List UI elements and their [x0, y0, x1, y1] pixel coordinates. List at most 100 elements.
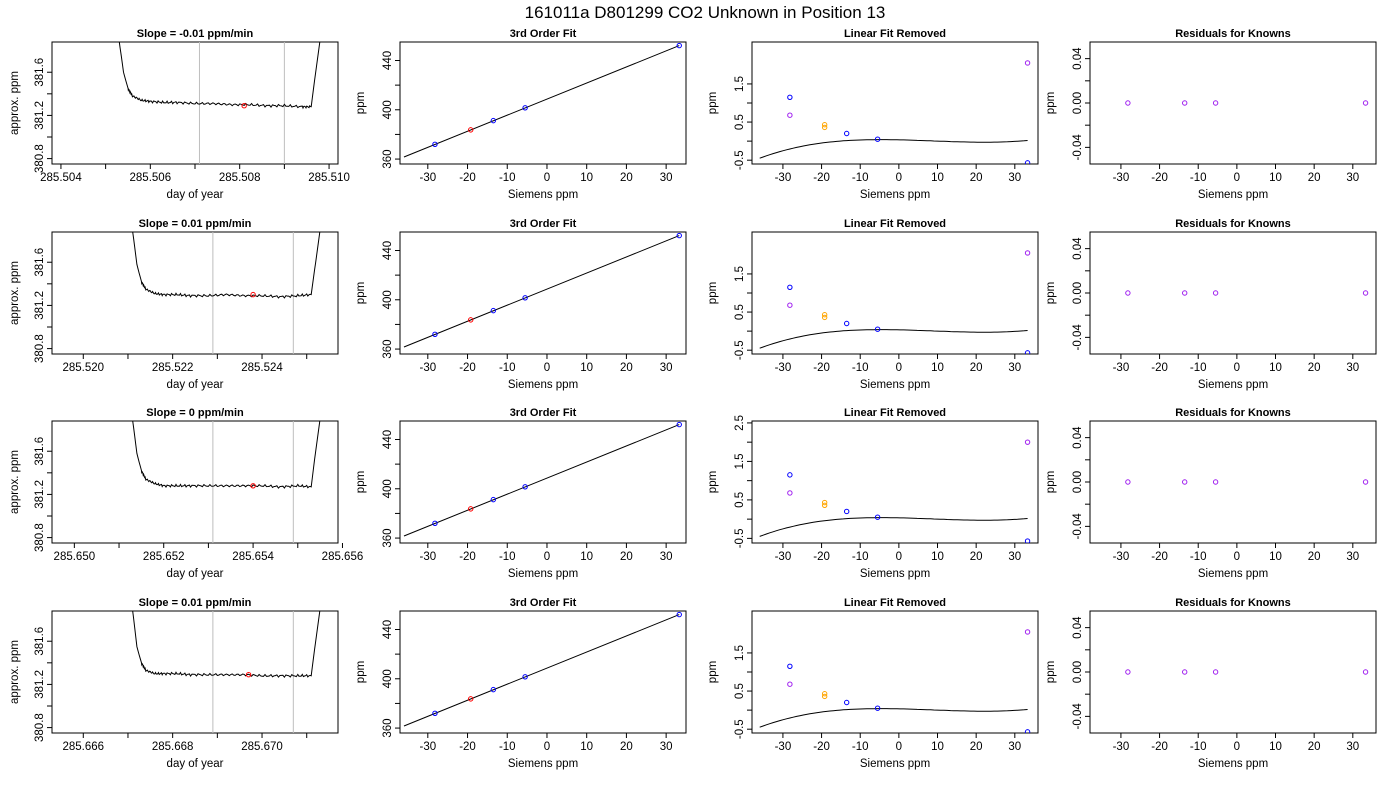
data-point [787, 472, 793, 478]
x-tick-label: -30 [419, 362, 436, 374]
y-tick-label: 1.5 [734, 645, 746, 661]
data-point [1212, 290, 1219, 296]
plot-area [403, 611, 682, 727]
plot-area [759, 629, 1031, 733]
data-point [432, 710, 438, 716]
x-tick-label: 0 [1234, 172, 1240, 184]
data-point [874, 514, 881, 520]
plot-frame [399, 420, 687, 544]
y-tick-label: 381.2 [34, 480, 46, 509]
data-point [250, 291, 256, 298]
x-tick-label: 10 [931, 172, 944, 184]
panel-title: 3rd Order Fit [510, 218, 577, 230]
data-point [821, 499, 828, 506]
y-tick-label: 440 [382, 430, 394, 449]
plot-frame [1089, 231, 1377, 355]
y-tick-label: -0.5 [734, 340, 746, 360]
data-point [1362, 290, 1369, 296]
x-tick-label: 285.654 [232, 551, 274, 563]
x-tick-label: 20 [1308, 172, 1321, 184]
x-tick-label: -30 [775, 551, 792, 563]
plot-frame [51, 420, 339, 544]
y-tick-label: 0.00 [1072, 282, 1084, 304]
x-axis-label: Siemens ppm [1198, 758, 1268, 770]
x-tick-label: 20 [1308, 362, 1321, 374]
x-tick-label: 0 [896, 362, 902, 374]
data-point [821, 314, 828, 321]
x-tick-label: 20 [620, 362, 633, 374]
data-point [250, 483, 256, 489]
x-tick-label: 30 [660, 172, 673, 184]
data-point [787, 302, 793, 308]
panel-title: Slope = 0 ppm/min [146, 407, 244, 419]
series-line [118, 42, 321, 110]
x-tick-label: -10 [852, 362, 869, 374]
chart-panel-r1c1: Slope = -0.01 ppm/min 285.504 285.506 285.5… [9, 28, 350, 201]
x-tick-label: 30 [660, 551, 673, 563]
y-axis-label: ppm [1045, 471, 1057, 493]
plot-frame [751, 610, 1039, 734]
panel-title: Slope = -0.01 ppm/min [137, 28, 254, 40]
data-point [676, 42, 682, 49]
panel-title: Residuals for Knowns [1175, 218, 1291, 230]
y-tick-label: 381.2 [34, 291, 46, 320]
data-point [843, 320, 850, 327]
x-tick-label: 10 [1269, 551, 1282, 563]
plot-area [118, 42, 321, 164]
x-axis-label: Siemens ppm [508, 379, 578, 391]
x-tick-label: -10 [1190, 362, 1207, 374]
x-tick-label: 20 [970, 172, 983, 184]
x-tick-label: 30 [1346, 172, 1359, 184]
x-tick-label: -30 [1113, 741, 1130, 753]
x-tick-label: -20 [459, 551, 476, 563]
x-tick-label: -30 [775, 741, 792, 753]
y-tick-label: 360 [382, 718, 394, 737]
y-tick-label: 380.8 [34, 523, 46, 552]
x-tick-label: -10 [499, 741, 516, 753]
y-axis-label: ppm [355, 282, 367, 304]
y-axis-label: ppm [1045, 92, 1057, 114]
data-point [468, 317, 474, 323]
x-tick-label: -10 [852, 172, 869, 184]
data-point [468, 696, 474, 702]
x-tick-label: 10 [580, 172, 593, 184]
x-tick-label: 285.670 [241, 741, 283, 753]
x-tick-label: 285.666 [62, 741, 104, 753]
plot-frame [751, 231, 1039, 355]
x-tick-label: 20 [970, 741, 983, 753]
y-tick-label: 0.5 [734, 114, 746, 130]
y-tick-label: 2.5 [734, 415, 746, 431]
x-tick-label: 0 [544, 362, 550, 374]
x-tick-label: -20 [459, 362, 476, 374]
data-point [490, 117, 497, 124]
x-axis-label: Siemens ppm [508, 189, 578, 201]
data-point [1125, 479, 1131, 485]
plot-frame [51, 610, 339, 734]
fit-curve [759, 708, 1028, 728]
panel-title: Residuals for Knowns [1175, 597, 1291, 609]
x-tick-label: -30 [775, 172, 792, 184]
x-tick-label: 0 [896, 551, 902, 563]
data-point [1212, 100, 1219, 106]
x-tick-label: 30 [1008, 551, 1021, 563]
chart-panel-r4c4: Residuals for Knowns -30 -20 -10 0 10 20 30 -0.0… [1045, 597, 1377, 770]
y-tick-label: 381.2 [34, 670, 46, 699]
x-tick-label: -30 [1113, 362, 1130, 374]
x-tick-label: 285.520 [62, 362, 104, 374]
x-tick-label: -30 [419, 741, 436, 753]
x-tick-label: 0 [544, 172, 550, 184]
fit-line [403, 614, 680, 727]
x-axis-label: day of year [167, 189, 224, 201]
x-tick-label: 285.668 [152, 741, 194, 753]
data-point [241, 102, 247, 109]
plot-frame [751, 41, 1039, 165]
chart-panel-r2c2: 3rd Order Fit -30 -20 -10 0 10 20 30 360 400 440 Si… [355, 218, 687, 391]
y-tick-label: 0.04 [1072, 616, 1084, 639]
panel-title: Residuals for Knowns [1175, 407, 1291, 419]
x-tick-label: 10 [1269, 172, 1282, 184]
x-tick-label: 30 [1008, 172, 1021, 184]
panel-title: 3rd Order Fit [510, 28, 577, 40]
data-point [522, 295, 528, 301]
plot-area [759, 250, 1031, 354]
